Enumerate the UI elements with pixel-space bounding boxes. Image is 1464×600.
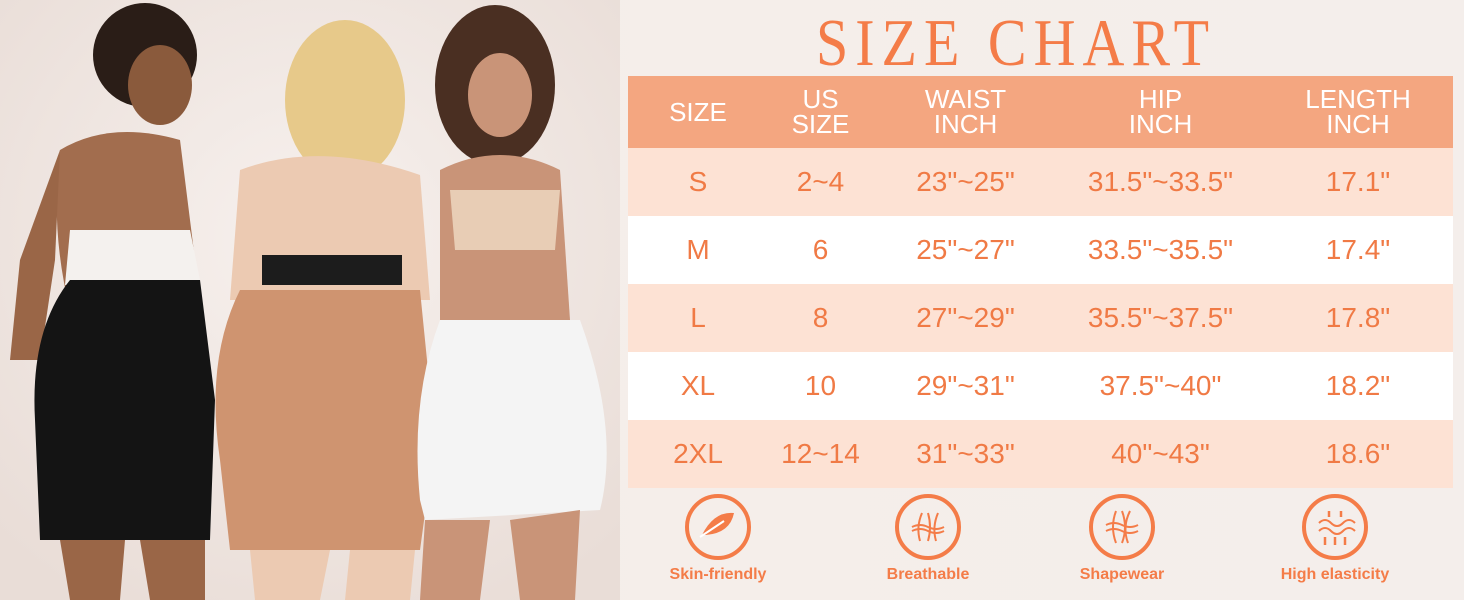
table-cell: 27"~29"	[873, 284, 1058, 352]
feature-label: Breathable	[886, 566, 970, 583]
feature-breathable: Breathable	[853, 494, 1003, 584]
header-size: SIZE	[628, 76, 768, 148]
feature-label: Shapewear	[1079, 566, 1165, 583]
feature-high-elasticity: High elasticity	[1260, 494, 1410, 584]
size-chart-table: SIZE US SIZE WAIST INCH HIP INCH LENGTH INCH…	[628, 76, 1453, 488]
table-cell: 18.6"	[1263, 420, 1453, 488]
table-cell: 17.1"	[1263, 148, 1453, 216]
table-cell: 37.5"~40"	[1058, 352, 1263, 420]
table-cell: 2XL	[628, 420, 768, 488]
feature-label: High elasticity	[1280, 566, 1390, 583]
table-cell: 12~14	[768, 420, 873, 488]
table-row: S 2~4 23"~25" 31.5"~33.5" 17.1"	[628, 148, 1453, 216]
table-row: M 6 25"~27" 33.5"~35.5" 17.4"	[628, 216, 1453, 284]
table-cell: 17.8"	[1263, 284, 1453, 352]
feature-shapewear: Shapewear	[1047, 494, 1197, 584]
elastic-icon	[1318, 511, 1356, 545]
model-nude-shorts	[215, 20, 435, 600]
table-row: XL 10 29"~31" 37.5"~40" 18.2"	[628, 352, 1453, 420]
model-white-shorts	[417, 5, 607, 600]
table-cell: 25"~27"	[873, 216, 1058, 284]
header-length: LENGTH INCH	[1263, 76, 1453, 148]
airflow-icon	[911, 512, 945, 542]
table-cell: 35.5"~37.5"	[1058, 284, 1263, 352]
header-us-size: US SIZE	[768, 76, 873, 148]
table-cell: M	[628, 216, 768, 284]
header-waist: WAIST INCH	[873, 76, 1058, 148]
table-cell: L	[628, 284, 768, 352]
page-title: SIZE CHART	[815, 5, 1217, 80]
table-cell: 6	[768, 216, 873, 284]
table-cell: 17.4"	[1263, 216, 1453, 284]
table-cell: 23"~25"	[873, 148, 1058, 216]
table-row: 2XL 12~14 31"~33" 40"~43" 18.6"	[628, 420, 1453, 488]
table-cell: 33.5"~35.5"	[1058, 216, 1263, 284]
table-cell: 31"~33"	[873, 420, 1058, 488]
table-cell: 2~4	[768, 148, 873, 216]
models-photo	[0, 0, 620, 600]
table-cell: 10	[768, 352, 873, 420]
table-cell: 31.5"~33.5"	[1058, 148, 1263, 216]
table-cell: S	[628, 148, 768, 216]
table-row: L 8 27"~29" 35.5"~37.5" 17.8"	[628, 284, 1453, 352]
shape-icon	[1105, 510, 1139, 544]
table-header-row: SIZE US SIZE WAIST INCH HIP INCH LENGTH INCH	[628, 76, 1453, 148]
header-hip: HIP INCH	[1058, 76, 1263, 148]
table-cell: XL	[628, 352, 768, 420]
feather-icon	[699, 512, 734, 538]
table-cell: 18.2"	[1263, 352, 1453, 420]
feature-label: Skin-friendly	[669, 566, 767, 583]
feature-skin-friendly: Skin-friendly	[643, 494, 793, 584]
table-cell: 8	[768, 284, 873, 352]
table-cell: 29"~31"	[873, 352, 1058, 420]
table-cell: 40"~43"	[1058, 420, 1263, 488]
model-black-shorts	[10, 3, 215, 600]
